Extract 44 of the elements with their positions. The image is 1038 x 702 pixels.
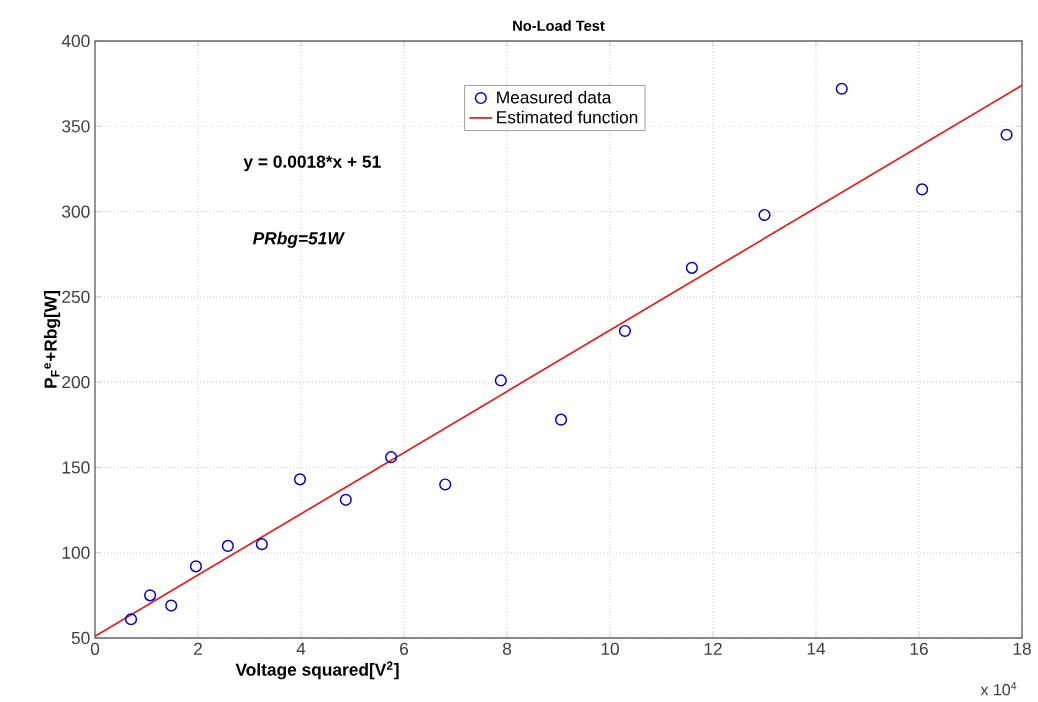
point bbox=[555, 413, 568, 426]
point bbox=[1000, 128, 1013, 141]
annotation: PRbg=51W bbox=[252, 231, 345, 248]
chart-title: No-Load Test bbox=[513, 20, 605, 31]
point bbox=[685, 261, 698, 274]
x-tick-label: 14 bbox=[807, 642, 826, 655]
y-axis-title: P$_{F}$$^{e}$+Rbg[W] bbox=[43, 291, 61, 388]
x-axis-title: Voltage squared[V$^{2}$] bbox=[235, 661, 399, 680]
point bbox=[189, 560, 203, 573]
y-tick-label: 50 bbox=[71, 631, 90, 645]
text: x 10$^{4}$ bbox=[980, 682, 1017, 696]
y-tick-label: 100 bbox=[62, 546, 90, 559]
point bbox=[124, 613, 138, 626]
y-tick-label: 350 bbox=[62, 120, 90, 133]
y-tick-label: 400 bbox=[61, 34, 90, 48]
point bbox=[758, 208, 771, 222]
x-tick-label: 4 bbox=[296, 642, 306, 655]
point bbox=[144, 589, 157, 602]
legend-label: Estimated function bbox=[497, 110, 638, 124]
point bbox=[339, 493, 352, 506]
point bbox=[835, 82, 848, 95]
annotation: y = 0.0018*x + 51 bbox=[243, 155, 381, 172]
point bbox=[221, 539, 234, 552]
y-tick-label: 300 bbox=[62, 205, 90, 218]
point bbox=[293, 473, 307, 486]
x-tick-label: 0 bbox=[90, 642, 100, 655]
x-tick-label: 6 bbox=[400, 642, 409, 655]
point bbox=[916, 183, 929, 196]
point bbox=[439, 478, 452, 491]
point bbox=[165, 599, 178, 612]
y-tick-label: 200 bbox=[62, 375, 90, 389]
x-tick-label: 2 bbox=[194, 642, 202, 655]
point bbox=[494, 374, 507, 387]
point bbox=[255, 538, 268, 551]
point bbox=[385, 451, 398, 464]
x-tick-label: 16 bbox=[910, 642, 928, 655]
y-tick-label: 250 bbox=[62, 290, 90, 303]
x-tick-label: 10 bbox=[601, 642, 619, 655]
point bbox=[618, 324, 632, 338]
y-tick-label: 150 bbox=[62, 461, 90, 474]
x-tick-label: 8 bbox=[502, 642, 512, 655]
x-tick-label: 12 bbox=[704, 642, 722, 655]
x-tick-label: 18 bbox=[1013, 642, 1031, 655]
legend-label: Measured data bbox=[497, 90, 612, 104]
